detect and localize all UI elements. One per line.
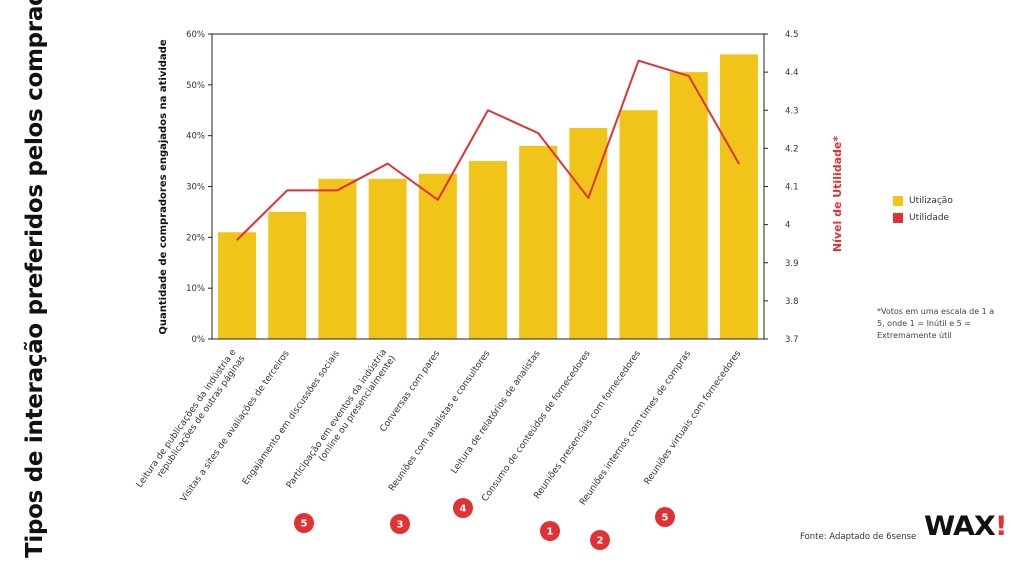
- x-tick-label-line: Leitura de publicações da indústria e: [135, 347, 239, 489]
- x-tick-label-11: Reuniões virtuais com fornecedores: [643, 349, 744, 487]
- x-tick-label-line: Reuniões virtuais com fornecedores: [643, 349, 744, 487]
- rank-badge-label-4: 1: [547, 527, 554, 538]
- x-tick-label-line: Participação em eventos da indústria: [285, 348, 389, 491]
- page-title: Tipos de interação preferidos pelos comp…: [22, 0, 48, 558]
- utilidade-point-10: [688, 75, 690, 77]
- logo-text: WAX: [924, 511, 996, 542]
- bar-6: [469, 161, 507, 339]
- y-tick-label: 20%: [186, 233, 205, 243]
- legend-item-utilizacao: Utilização: [893, 192, 953, 209]
- x-tick-label-line: Reuniões com analistas e consultores: [387, 349, 492, 494]
- y2-tick-label: 4.3: [785, 106, 799, 116]
- rank-badge-label-6: 5: [662, 513, 669, 524]
- utilidade-point-9: [637, 60, 640, 62]
- utilidade-point-5: [437, 199, 439, 201]
- y-tick-label: 50%: [186, 81, 205, 91]
- x-tick-label-4: Participação em eventos da indústria(onl…: [285, 348, 398, 497]
- utilidade-point-2: [286, 189, 288, 191]
- x-tick-label-10: Reuniões internos com times de compras: [578, 349, 693, 508]
- x-tick-label-line: Consumo de conteúdos de fornecedores: [480, 349, 593, 504]
- bar-1: [218, 232, 257, 339]
- legend-label-utilizacao: Utilização: [909, 195, 953, 206]
- rank-badge-6: [655, 507, 675, 527]
- x-tick-label-line: republicações de outras páginas: [156, 354, 248, 480]
- rank-badge-1: [294, 513, 314, 533]
- source-note: Fonte: Adaptado de 6sense: [800, 532, 917, 542]
- rank-badge-2: [390, 514, 410, 534]
- x-tick-label-7: Leitura de relatórios de analistas: [449, 348, 543, 476]
- bar-7: [519, 145, 558, 339]
- y2-axis-title: Nível de Utilidade*: [831, 136, 844, 253]
- bar-10: [669, 72, 708, 339]
- legend-swatch-utilizacao: [893, 195, 903, 206]
- rank-badge-label-5: 2: [597, 536, 604, 547]
- x-tick-label-line: Leitura de relatórios de analistas: [449, 348, 543, 476]
- rank-badge-label-3: 4: [460, 504, 467, 515]
- y2-tick-label: 3.9: [785, 259, 799, 269]
- y2-tick-label: 4: [785, 221, 790, 231]
- y-tick-label: 0%: [192, 335, 206, 345]
- y-tick-label: 30%: [186, 183, 205, 193]
- legend-swatch-utilidade: [893, 212, 903, 223]
- rank-badge-4: [540, 521, 560, 541]
- bar-9: [619, 110, 658, 339]
- y2-tick-label: 4.5: [785, 30, 799, 40]
- y-tick-label: 10%: [186, 284, 205, 294]
- utilidade-point-7: [537, 132, 539, 134]
- utilidade-point-4: [387, 163, 389, 165]
- utilidade-point-11: [738, 163, 740, 165]
- utilidade-point-1: [236, 239, 238, 241]
- bar-5: [418, 173, 457, 339]
- wax-logo: WAX!: [924, 511, 1008, 542]
- y2-tick-label: 3.7: [785, 335, 799, 345]
- utilidade-point-6: [487, 109, 489, 111]
- legend: Utilização Utilidade: [893, 192, 953, 226]
- x-tick-label-9: Reuniões presenciais com fornecedores: [532, 349, 643, 501]
- rank-badge-5: [590, 530, 610, 550]
- rank-badge-3: [453, 498, 473, 518]
- x-tick-label-line: Reuniões internos com times de compras: [578, 349, 693, 508]
- x-tick-label-8: Consumo de conteúdos de fornecedores: [480, 349, 593, 504]
- y-tick-label: 40%: [186, 132, 205, 142]
- utilidade-point-3: [336, 189, 339, 191]
- logo-mark: !: [994, 511, 1008, 542]
- y2-tick-label: 3.8: [785, 297, 799, 307]
- y-tick-label: 60%: [186, 30, 205, 40]
- y2-tick-label: 4.4: [785, 68, 799, 78]
- y2-tick-label: 4.2: [785, 144, 799, 154]
- rank-badge-label-2: 3: [397, 520, 404, 531]
- footnote: *Votos em uma escala de 1 a 5, onde 1 = …: [877, 307, 995, 340]
- x-tick-label-6: Reuniões com analistas e consultores: [387, 349, 492, 494]
- x-tick-label-line: Reuniões presenciais com fornecedores: [532, 349, 643, 501]
- y2-tick-label: 4.1: [785, 183, 799, 193]
- legend-label-utilidade: Utilidade: [909, 212, 950, 223]
- y-axis-title: Quantidade de compradores engajados na a…: [158, 39, 169, 334]
- utilidade-point-8: [587, 197, 589, 199]
- bar-2: [268, 211, 307, 339]
- rank-badge-label-1: 5: [301, 519, 308, 530]
- bar-4: [368, 178, 407, 339]
- legend-item-utilidade: Utilidade: [893, 209, 953, 226]
- x-tick-label-line: Engajamento em discussões sociais: [241, 349, 342, 487]
- x-tick-label-1: Leitura de publicações da indústria erep…: [135, 347, 248, 496]
- bar-11: [719, 54, 758, 339]
- bar-3: [318, 178, 357, 339]
- x-tick-label-3: Engajamento em discussões sociais: [241, 349, 342, 487]
